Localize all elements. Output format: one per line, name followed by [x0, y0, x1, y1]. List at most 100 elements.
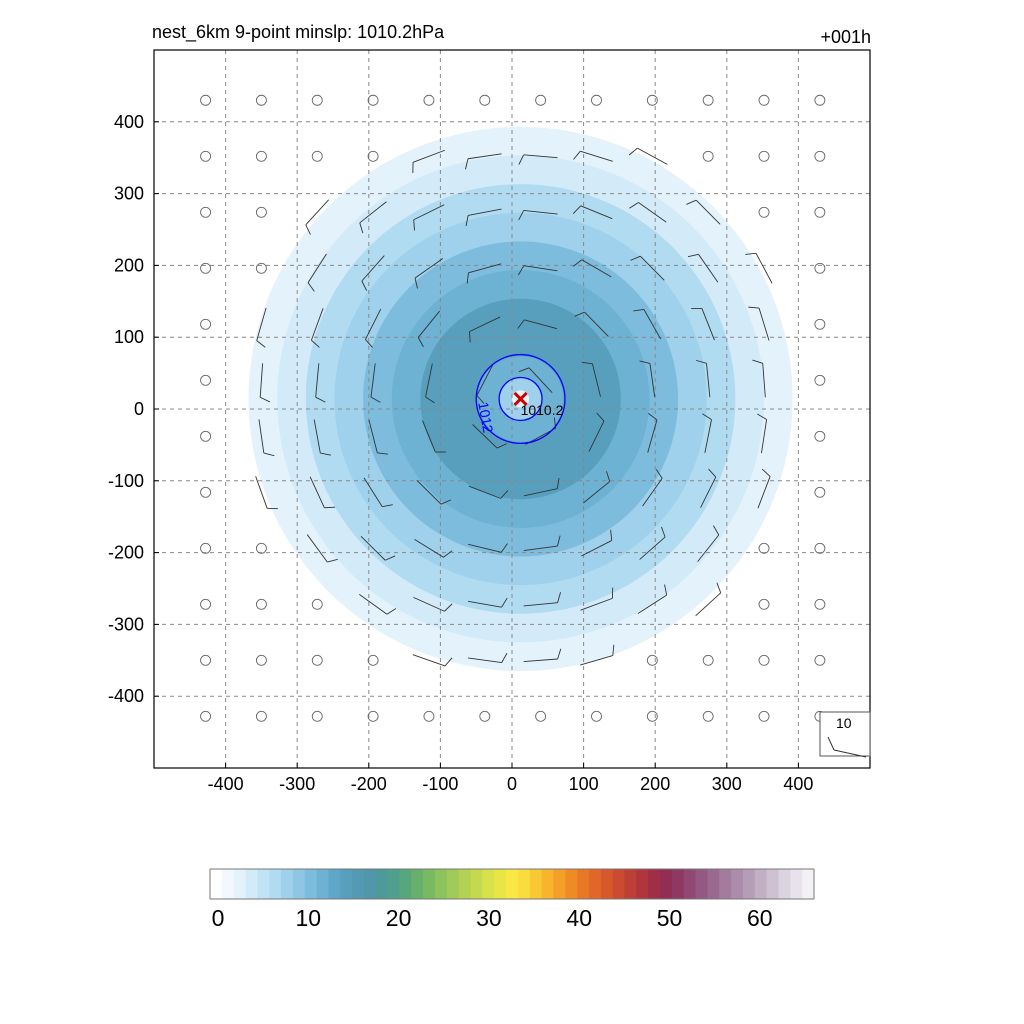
wind-barb-feather: [702, 413, 712, 420]
colorbar-cell: [660, 869, 673, 899]
wind-barb-feather: [370, 396, 381, 403]
colorbar-cell: [435, 869, 448, 899]
wind-barb-staff: [523, 488, 558, 497]
wind-barb-staff: [306, 534, 328, 563]
wind-barb-staff: [363, 477, 383, 507]
x-tick-label: -300: [279, 774, 315, 794]
wind-barb-feather: [648, 412, 658, 421]
calm-wind-circle: [646, 654, 658, 666]
calm-wind-circle: [814, 318, 826, 330]
y-tick-label: 100: [114, 327, 144, 347]
colorbar-cell: [470, 869, 483, 899]
wind-barb-staff: [255, 476, 268, 509]
calm-wind-circle: [200, 710, 212, 722]
wind-barb-staff: [360, 536, 386, 561]
wind-barb-feather: [686, 199, 697, 205]
colorbar-cell: [671, 869, 685, 899]
colorbar-cell: [754, 869, 768, 899]
wind-barb-staff: [523, 602, 558, 607]
y-axis-ticks: -400 -300 -200 -100 0 100 200 300 400: [108, 112, 159, 706]
center-x-stroke: [513, 391, 528, 407]
x-tick-label: -200: [351, 774, 387, 794]
calm-wind-circle: [814, 94, 826, 106]
wind-barb-staff: [698, 254, 719, 283]
colorbar-cell: [683, 869, 697, 899]
wind-barb-staff: [476, 364, 494, 396]
calm-wind-circle: [535, 94, 547, 106]
calm-wind-circle: [591, 710, 602, 722]
calm-wind-circle: [423, 94, 435, 106]
wind-barb-feather: [443, 550, 453, 558]
wind-barb-feather: [444, 603, 453, 612]
colorbar-cell: [292, 869, 306, 899]
wind-barb-staff: [639, 536, 666, 560]
wind-barb-feather: [365, 339, 373, 348]
calm-wind-circle: [367, 654, 379, 666]
wind-barb-feather: [708, 468, 717, 478]
calm-wind-circle: [758, 710, 770, 722]
wind-barb-feather: [386, 608, 397, 615]
chart-title: nest_6km 9-point minslp: 1010.2hPa: [152, 22, 445, 43]
calm-wind-circle: [311, 150, 323, 162]
calm-wind-circle: [758, 654, 770, 666]
wind-barb-feather: [748, 306, 760, 309]
wind-barb-staff: [581, 540, 612, 557]
colorbar-cell: [375, 869, 389, 899]
colorbar-cell: [541, 869, 554, 899]
wind-barb-staff: [580, 597, 613, 611]
wind-barb-feather: [628, 147, 638, 156]
barb-reference-staff: [833, 749, 867, 758]
wind-barb-feather: [517, 319, 525, 329]
calm-wind-circle: [758, 542, 770, 554]
colorbar-cell: [340, 869, 353, 899]
wind-barb-staff: [256, 307, 267, 341]
y-tick-label: 400: [114, 112, 144, 132]
colorbar-cell: [731, 869, 744, 899]
wind-barb-feather: [556, 478, 560, 489]
colorbar-cell: [802, 869, 815, 899]
wind-barb-feather: [465, 215, 469, 227]
wind-barb-feather: [633, 309, 645, 312]
wind-barb-staff: [425, 363, 433, 398]
colorbar-cells: [210, 869, 815, 899]
wind-barb-staff: [580, 150, 613, 162]
x-tick-label: 300: [712, 774, 742, 794]
wind-barb-staff: [580, 205, 613, 220]
calm-wind-circle: [200, 374, 212, 386]
y-tick-label: 300: [114, 184, 144, 204]
barb-reference-key: 10: [819, 711, 871, 758]
wind-barb-staff: [588, 420, 605, 452]
wind-barb-feather: [425, 396, 435, 404]
wind-barb-feather: [263, 452, 275, 457]
x-axis-ticks: -400 -300 -200 -100 0 100 200 300 400: [208, 763, 813, 794]
calm-wind-circle: [200, 542, 212, 554]
wind-barb-feather: [256, 340, 266, 348]
wind-barb-feather: [610, 529, 613, 541]
colorbar-cell: [707, 869, 720, 899]
wind-barb-staff: [365, 308, 382, 340]
calm-wind-circle: [479, 94, 491, 106]
wind-barb-feather: [574, 311, 585, 317]
wind-barb-staff: [469, 316, 501, 333]
calm-wind-circle: [367, 150, 379, 162]
wind-barb-feather: [384, 555, 396, 561]
colorbar-cell: [553, 869, 566, 899]
colorbar-cell: [494, 869, 507, 899]
wind-barb-staff: [523, 545, 558, 552]
wind-barb-feather: [752, 359, 763, 364]
wind-barb-staff: [706, 363, 711, 398]
wind-barb-feather: [655, 469, 663, 479]
colorbar-cell: [648, 869, 661, 899]
wind-barb-staff: [413, 204, 445, 221]
y-tick-label: -200: [108, 543, 144, 563]
wind-barb-feather: [496, 443, 508, 449]
colorbar-cell: [778, 869, 791, 899]
calm-wind-circle: [200, 598, 212, 610]
calm-wind-circle: [646, 94, 658, 106]
wind-barb-staff: [307, 253, 327, 283]
wind-barb-staff: [761, 419, 768, 454]
calm-wind-circle: [814, 206, 826, 218]
wind-barb-staff: [704, 419, 712, 454]
calm-wind-circle: [814, 486, 826, 498]
x-tick-label: -100: [422, 774, 458, 794]
